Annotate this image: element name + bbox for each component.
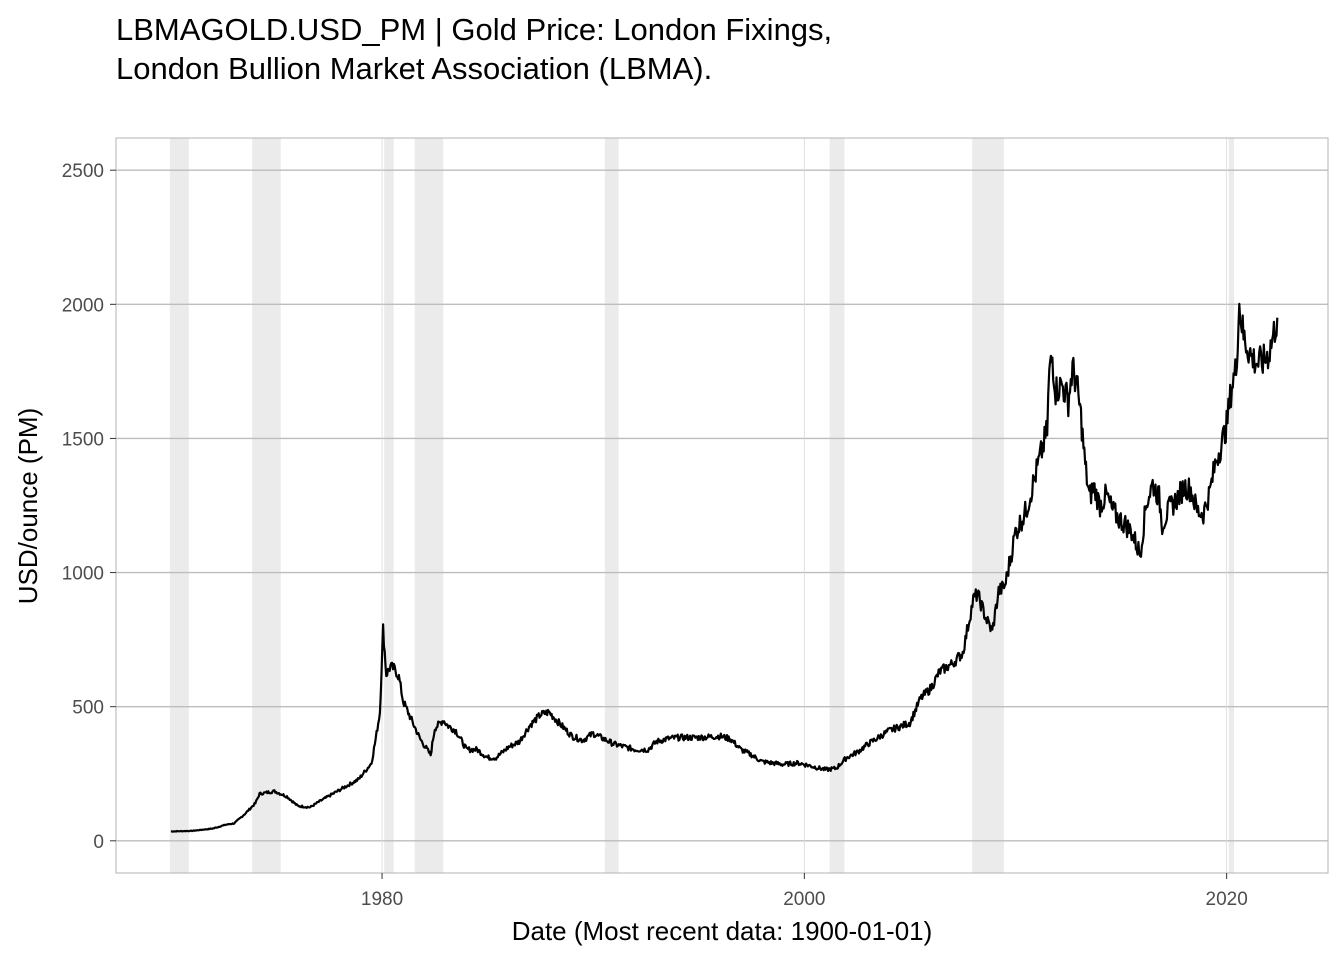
y-tick-label-500: 500 [72, 698, 104, 719]
recession-band-2 [384, 138, 394, 873]
y-tick-label-0: 0 [93, 832, 104, 853]
x-axis-ticks: 1980 2000 2020 [361, 873, 1248, 910]
recession-band-6 [972, 138, 1004, 873]
chart-title-line-2: London Bullion Market Association (LBMA)… [116, 51, 713, 86]
y-axis-ticks: 0 500 1000 1500 2000 2500 [62, 161, 116, 853]
plot-panel-background [116, 138, 1328, 873]
chart-title: LBMAGOLD.USD_PM | Gold Price: London Fix… [116, 10, 832, 88]
recession-bands [169, 138, 1235, 873]
x-tick-label-2020: 2020 [1206, 889, 1248, 910]
y-tick-label-1500: 1500 [62, 429, 104, 450]
series-layer [170, 302, 1279, 833]
recession-band-7 [1228, 138, 1235, 873]
x-tick-label-1980: 1980 [361, 889, 403, 910]
y-axis-title: USD/ounce (PM) [13, 408, 43, 605]
recession-band-3 [414, 138, 444, 873]
y-tick-label-1000: 1000 [62, 564, 104, 585]
x-tick-label-2000: 2000 [783, 889, 825, 910]
series-line-0 [170, 302, 1279, 833]
y-tick-label-2500: 2500 [62, 161, 104, 182]
chart-title-line-1: LBMAGOLD.USD_PM | Gold Price: London Fix… [116, 12, 833, 47]
x-axis-title: Date (Most recent data: 1900-01-01) [512, 916, 933, 946]
plot-panel-border [115, 137, 1329, 874]
recession-band-0 [169, 138, 189, 873]
y-tick-label-2000: 2000 [62, 295, 104, 316]
recession-band-1 [252, 138, 281, 873]
recession-band-4 [604, 138, 619, 873]
gridlines [116, 138, 1328, 873]
recession-band-5 [829, 138, 845, 873]
